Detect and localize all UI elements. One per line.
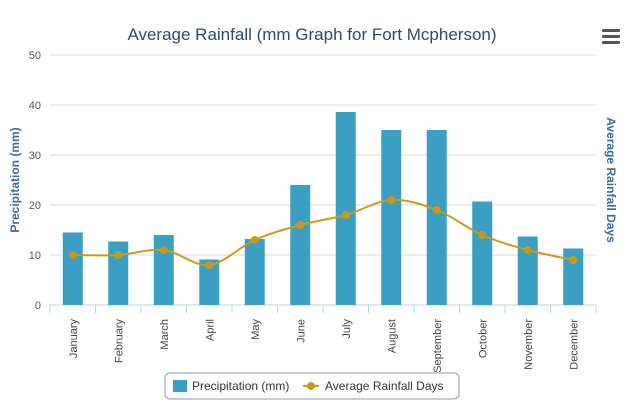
- grid-lines: [50, 54, 596, 306]
- axes: 0 10 20 30 40 50 January February March April May J…: [29, 50, 597, 373]
- line-point[interactable]: [68, 251, 77, 259]
- y-tick-label: 10: [29, 250, 41, 262]
- x-tick-label: March: [159, 319, 171, 350]
- bar[interactable]: [472, 201, 493, 306]
- line-point[interactable]: [250, 236, 259, 244]
- bar[interactable]: [62, 232, 83, 306]
- y-tick-label: 30: [29, 150, 41, 162]
- bar[interactable]: [426, 130, 447, 305]
- line-series: [68, 196, 578, 269]
- legend-item-rainfall-days[interactable]: Average Rainfall Days: [303, 379, 444, 393]
- bar[interactable]: [108, 241, 129, 306]
- bar[interactable]: [153, 235, 174, 305]
- y-tick-label: 50: [29, 50, 41, 62]
- line-point[interactable]: [569, 256, 578, 264]
- chart-title: Average Rainfall (mm Graph for Fort Mcph…: [127, 25, 496, 44]
- y-axis-label: Precipitation (mm): [8, 127, 22, 232]
- x-tick-label: January: [68, 319, 80, 359]
- line-point[interactable]: [387, 196, 396, 204]
- x-tick-label: October: [477, 319, 489, 358]
- legend: Precipitation (mm) Average Rainfall Days: [164, 372, 460, 400]
- x-tick-label: April: [204, 319, 216, 341]
- line-point[interactable]: [114, 251, 123, 259]
- bar[interactable]: [335, 112, 356, 305]
- bar[interactable]: [517, 236, 538, 306]
- line-point[interactable]: [159, 246, 168, 254]
- x-tick-label: June: [295, 319, 307, 343]
- y2-axis-label: Average Rainfall Days: [604, 117, 618, 243]
- bar[interactable]: [381, 130, 402, 305]
- line-point[interactable]: [523, 246, 532, 254]
- bar[interactable]: [199, 259, 220, 306]
- y-tick-label: 0: [35, 300, 41, 312]
- y-tick-label: 40: [29, 100, 41, 112]
- line-point[interactable]: [432, 206, 441, 214]
- bar[interactable]: [244, 239, 265, 305]
- x-tick-label: May: [250, 319, 262, 340]
- x-tick-label: August: [386, 319, 398, 353]
- x-tick-label: February: [113, 319, 125, 364]
- hamburger-menu-icon[interactable]: [602, 29, 620, 44]
- legend-label-rainfall-days: Average Rainfall Days: [325, 379, 444, 393]
- line-point[interactable]: [341, 211, 350, 219]
- legend-item-precipitation[interactable]: Precipitation (mm): [173, 379, 289, 393]
- x-tick-label: December: [568, 319, 580, 370]
- bar[interactable]: [290, 185, 311, 305]
- line-point[interactable]: [205, 261, 214, 269]
- y-tick-label: 20: [29, 200, 41, 212]
- x-tick-label: July: [341, 319, 353, 339]
- x-tick-label: November: [523, 319, 535, 370]
- line-point[interactable]: [296, 221, 305, 229]
- bar[interactable]: [563, 248, 584, 306]
- legend-label-precipitation: Precipitation (mm): [192, 379, 289, 393]
- legend-marker: [307, 382, 315, 390]
- line-point[interactable]: [478, 231, 487, 239]
- bar-series: [62, 112, 584, 306]
- legend-bar-swatch: [173, 380, 187, 392]
- x-tick-label: September: [432, 319, 444, 373]
